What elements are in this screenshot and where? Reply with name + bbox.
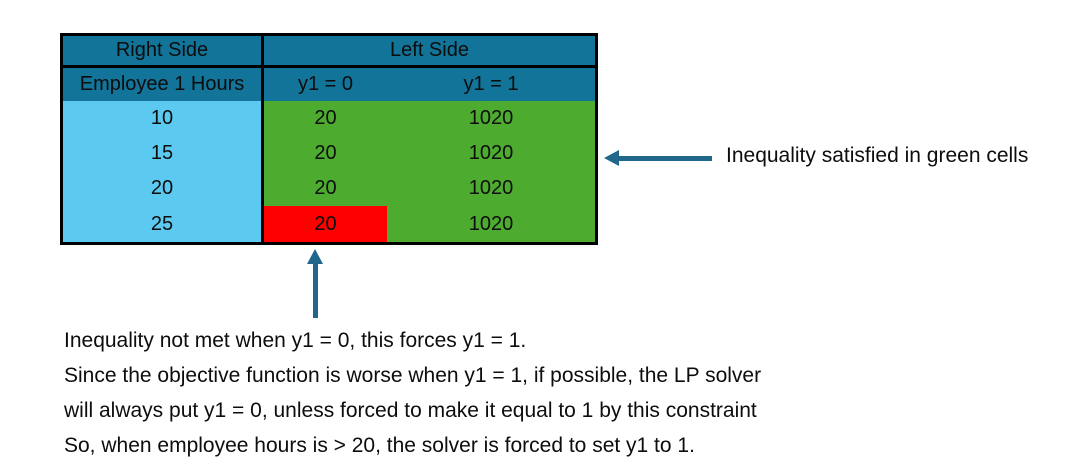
cell-y1-satisfied: 1020 xyxy=(387,101,595,136)
header-y1-equals-1: y1 = 1 xyxy=(387,68,595,101)
explanation-text: Inequality not met when y1 = 0, this for… xyxy=(64,323,761,463)
left-arrow-icon xyxy=(604,150,619,166)
up-arrow-icon xyxy=(307,249,323,264)
cell-y1-satisfied: 1020 xyxy=(387,206,595,242)
header-right-side: Right Side xyxy=(63,36,264,68)
constraint-table: Right Side Left Side Employee 1 Hours y1… xyxy=(60,33,598,245)
header-y1-equals-0: y1 = 0 xyxy=(264,68,387,101)
cell-hours: 15 xyxy=(63,136,264,171)
header-left-side: Left Side xyxy=(264,36,595,68)
cell-y0-satisfied: 20 xyxy=(264,101,387,136)
cell-y0-satisfied: 20 xyxy=(264,136,387,171)
explanation-line: will always put y1 = 0, unless forced to… xyxy=(64,399,757,422)
explanation-line: Since the objective function is worse wh… xyxy=(64,364,762,387)
up-arrow-shaft xyxy=(313,262,318,318)
explanation-line: So, when employee hours is > 20, the sol… xyxy=(64,434,695,457)
explanation-line: Inequality not met when y1 = 0, this for… xyxy=(64,329,527,352)
cell-hours: 20 xyxy=(63,171,264,206)
cell-y0-satisfied: 20 xyxy=(264,171,387,206)
cell-y1-satisfied: 1020 xyxy=(387,171,595,206)
cell-y0-violated: 20 xyxy=(264,206,387,242)
header-employee-1-hours: Employee 1 Hours xyxy=(63,68,264,101)
cell-y1-satisfied: 1020 xyxy=(387,136,595,171)
cell-hours: 25 xyxy=(63,206,264,242)
green-cells-note: Inequality satisfied in green cells xyxy=(726,144,1029,167)
left-arrow-shaft xyxy=(618,156,712,161)
cell-hours: 10 xyxy=(63,101,264,136)
